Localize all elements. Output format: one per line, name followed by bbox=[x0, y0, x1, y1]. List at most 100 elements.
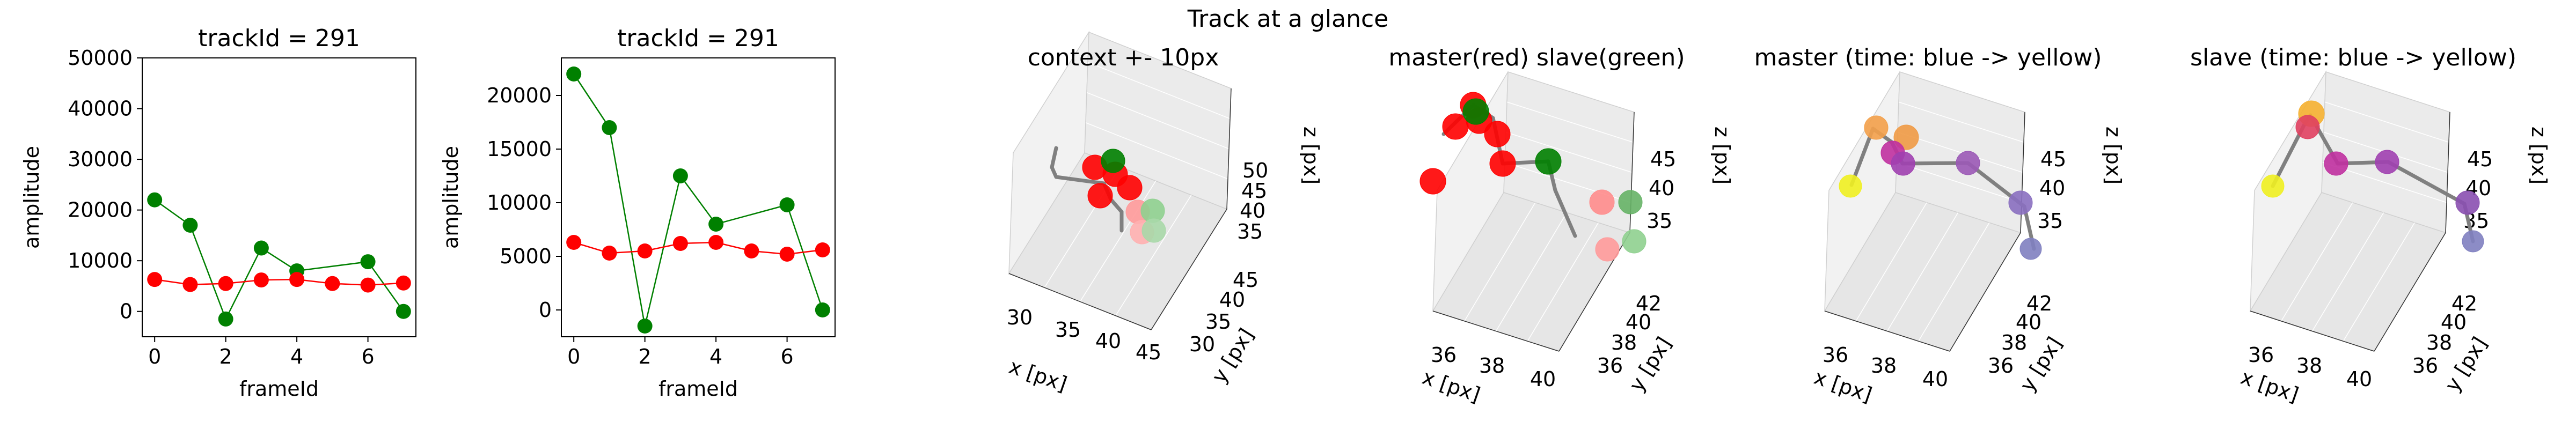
grid-line bbox=[2343, 222, 2415, 342]
y-tick-label: 38 bbox=[2001, 331, 2027, 354]
grid-line bbox=[1085, 122, 1228, 180]
data-point bbox=[672, 168, 688, 183]
y-axis-label: amplitude bbox=[20, 146, 43, 249]
z-tick-label: 45 bbox=[1241, 179, 1267, 203]
scatter-point bbox=[2019, 238, 2042, 260]
scatter-point bbox=[1839, 174, 1862, 198]
x-tick-label: 40 bbox=[1095, 329, 1121, 353]
y-tick-label: 30000 bbox=[68, 147, 133, 171]
y-tick-label: 35 bbox=[1205, 310, 1231, 334]
x-axis-label: x [px] bbox=[2238, 365, 2302, 407]
y-tick-label: 0 bbox=[539, 298, 552, 322]
scatter-point bbox=[2375, 150, 2399, 174]
track-edge bbox=[1054, 175, 1106, 186]
y-tick-label: 15000 bbox=[487, 137, 552, 161]
data-point bbox=[637, 243, 653, 258]
data-point bbox=[325, 276, 340, 291]
data-point bbox=[218, 311, 233, 327]
axes-frame bbox=[561, 57, 836, 337]
data-point bbox=[566, 235, 582, 250]
x-tick-label: 36 bbox=[1431, 343, 1457, 367]
grid-line bbox=[2324, 101, 2449, 143]
scatter-point bbox=[2462, 230, 2484, 253]
axes-frame bbox=[142, 57, 416, 337]
y-tick-label: 38 bbox=[1611, 331, 1637, 354]
scatter-point bbox=[1141, 218, 1166, 243]
grid-line bbox=[1855, 202, 1927, 322]
z-axis-label: z [px] bbox=[1299, 127, 1323, 184]
panel-title: trackId = 291 bbox=[617, 25, 779, 52]
data-point bbox=[815, 302, 830, 317]
data-point bbox=[147, 192, 163, 208]
x-axis-line bbox=[1008, 273, 1152, 330]
z-tick-label: 40 bbox=[2039, 176, 2065, 200]
x-tick-label: 36 bbox=[2248, 343, 2274, 367]
x-axis-label: frameId bbox=[239, 377, 319, 401]
x-axis-line bbox=[1824, 310, 1950, 352]
data-point bbox=[602, 246, 617, 261]
x-tick-label: 6 bbox=[780, 345, 793, 368]
z-tick-label: 45 bbox=[2467, 147, 2493, 171]
data-point bbox=[566, 66, 582, 82]
scatter3d-panel-2: master(red) slave(green)36 38403638404235… bbox=[1388, 44, 1734, 407]
data-point bbox=[396, 275, 411, 291]
y-tick-label: 40 bbox=[2441, 310, 2467, 334]
scatter-point bbox=[1117, 175, 1143, 201]
grid-line bbox=[1495, 212, 1568, 331]
y-tick-label: 42 bbox=[1636, 292, 1662, 315]
panel-title: trackId = 291 bbox=[198, 25, 360, 52]
y-tick-label: 38 bbox=[2426, 331, 2452, 354]
panel-title: slave (time: blue -> yellow) bbox=[2190, 44, 2516, 71]
y-axis-label: amplitude bbox=[439, 146, 463, 249]
data-point bbox=[360, 254, 376, 270]
y-axis-line bbox=[1949, 232, 2021, 352]
data-point bbox=[672, 236, 688, 251]
x-tick-label: 40 bbox=[2346, 367, 2372, 391]
x-tick-label: 30 bbox=[1007, 306, 1033, 329]
data-point bbox=[147, 272, 163, 287]
x-tick-label: 40 bbox=[1922, 367, 1948, 391]
x-axis-line bbox=[1432, 310, 1560, 352]
grid-line bbox=[1896, 162, 2022, 203]
z-axis-line bbox=[2445, 112, 2450, 233]
z-tick-label: 35 bbox=[1646, 209, 1672, 233]
scatter-point bbox=[2455, 190, 2480, 215]
y-tick-label: 42 bbox=[2451, 292, 2477, 315]
grid-line bbox=[1087, 62, 1231, 119]
x-tick-label: 2 bbox=[219, 345, 232, 368]
z-axis-label: z [px] bbox=[2102, 127, 2125, 184]
scatter-point bbox=[1489, 150, 1516, 177]
grid-line bbox=[1918, 222, 1990, 342]
scatter-point bbox=[1956, 151, 1980, 175]
y-tick-label: 5000 bbox=[500, 245, 552, 268]
x-tick-label: 40 bbox=[1530, 367, 1556, 391]
x-tick-label: 4 bbox=[709, 345, 722, 368]
grid-line bbox=[2311, 212, 2384, 331]
scatter3d-panel-3: master (time: blue -> yellow)36 384036384… bbox=[1754, 44, 2126, 407]
track-edge bbox=[2386, 160, 2467, 206]
panel-title: context +- 10px bbox=[1028, 44, 1219, 71]
scatter-point bbox=[1419, 168, 1446, 195]
data-point bbox=[289, 272, 305, 287]
grid-line bbox=[1886, 212, 1959, 331]
scatter3d-panel-4: slave (time: blue -> yellow)36 3840363840… bbox=[2190, 44, 2551, 407]
y-tick-label: 10000 bbox=[487, 191, 552, 214]
x-tick-label: 35 bbox=[1055, 318, 1081, 342]
data-point bbox=[637, 319, 653, 334]
grid-line bbox=[1505, 131, 1633, 173]
z-tick-label: 45 bbox=[2040, 147, 2066, 171]
z-tick-label: 40 bbox=[1240, 199, 1265, 223]
scatter-point bbox=[2295, 115, 2320, 139]
z-tick-label: 40 bbox=[1649, 176, 1674, 200]
x-tick-label: 0 bbox=[567, 345, 580, 368]
data-point bbox=[396, 304, 411, 319]
y-tick-label: 36 bbox=[1597, 354, 1623, 378]
track-edge bbox=[1553, 188, 1577, 238]
y-tick-label: 40 bbox=[1626, 310, 1651, 334]
data-point bbox=[253, 272, 269, 288]
scatter-point bbox=[1891, 151, 1915, 176]
data-point bbox=[182, 218, 198, 233]
grid-line bbox=[1086, 92, 1230, 150]
scatter-point bbox=[1535, 148, 1562, 175]
